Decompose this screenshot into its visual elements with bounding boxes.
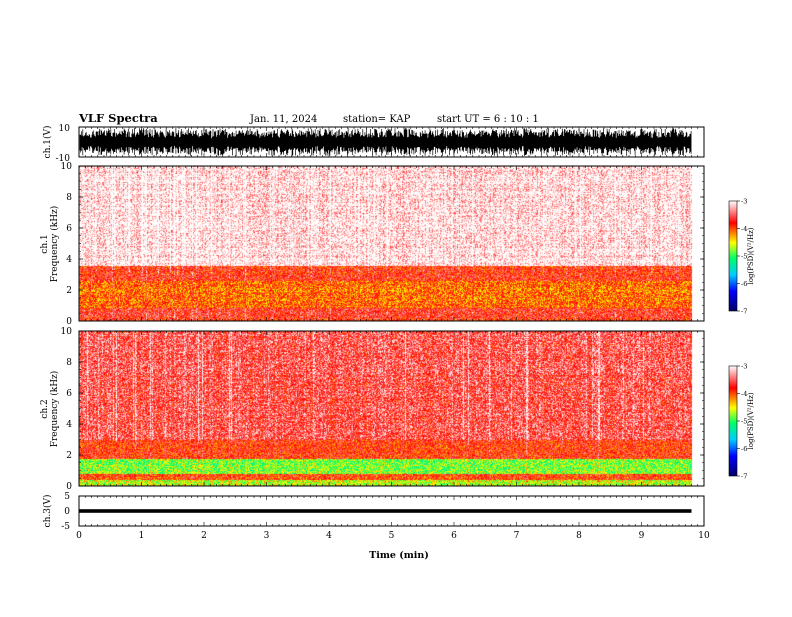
- x-tick-label: 4: [326, 531, 332, 541]
- ch1-spectrogram-image: [79, 166, 704, 321]
- x-tick-label: 1: [139, 531, 145, 541]
- x-tick-label: 3: [264, 531, 270, 541]
- colorbar-tick-label: -4: [741, 225, 747, 233]
- colorbar-tick-label: -6: [741, 280, 747, 288]
- ch1-spectrogram-panel: 0 2 4 6 8 10 ch.1 Frequency (kHz): [40, 162, 705, 327]
- ch2-spectrogram-ytick-label: 8: [66, 358, 72, 368]
- ch2-colorbar-ticks: -3 -4 -5 -6 -7: [737, 363, 747, 481]
- ch1-spectrogram-ytick-label: 2: [66, 286, 72, 296]
- ch3-ytick-label: 0: [64, 507, 70, 517]
- x-tick-label: 8: [576, 531, 582, 541]
- ch3-waveform-ticks: 5 0 -5 0 1 2 3 4 5 6 7 8 9 10: [61, 492, 710, 541]
- ch1-spectrogram-ytick-label: 6: [66, 224, 72, 234]
- ch2-spectrogram-ticks: 0 2 4 6 8 10: [61, 327, 705, 492]
- colorbar-tick-label: -6: [741, 445, 747, 453]
- x-tick-label: 2: [201, 531, 207, 541]
- ch2-spectrogram-ytick-label: 0: [66, 482, 72, 492]
- ch1-spectrogram-ytick-label: 0: [66, 317, 72, 327]
- x-tick-label: 10: [698, 531, 710, 541]
- header-start-time: start UT = 6 : 10 : 1: [437, 114, 539, 125]
- ch2-spectrogram-ytick-label: 10: [61, 327, 73, 337]
- chart-title: VLF Spectra: [78, 111, 158, 125]
- ch1-waveform-ylabel: ch.1(V): [42, 126, 53, 159]
- ch3-waveform-trace: [79, 509, 692, 513]
- ch1-spectrogram-ylabel-channel: ch.1: [40, 234, 50, 253]
- ch1-spectrogram-ytick-label: 4: [66, 255, 72, 265]
- colorbar-tick-label: -3: [741, 198, 747, 206]
- ch1-colorbar: -3 -4 -5 -6 -7 log(PSD)(V²/Hz): [728, 198, 755, 316]
- ch2-spectrogram-ytick-label: 6: [66, 389, 72, 399]
- ch2-spectrogram-ytick-label: 4: [66, 420, 72, 430]
- colorbar-tick-label: -5: [741, 418, 747, 426]
- x-axis-label: Time (min): [369, 550, 429, 561]
- ch1-ytick-top: 10: [59, 124, 71, 134]
- ch1-spectrogram-ticks: 0 2 4 6 8 10: [61, 162, 705, 327]
- x-tick-label: 9: [639, 531, 645, 541]
- x-tick-label: 5: [389, 531, 395, 541]
- ch3-ytick-label: 5: [64, 492, 70, 502]
- ch1-spectrogram-ytick-label: 8: [66, 193, 72, 203]
- header-date: Jan. 11, 2024: [249, 114, 317, 125]
- ch3-waveform-panel: 5 0 -5 0 1 2 3 4 5 6 7 8 9 10 ch.3(V) Time (min): [42, 492, 710, 561]
- ch2-colorbar-scale: [728, 365, 738, 477]
- colorbar-tick-label: -7: [741, 308, 747, 316]
- x-tick-label: 6: [451, 531, 457, 541]
- ch1-colorbar-scale: [728, 200, 738, 312]
- ch2-spectrogram-panel: 0 2 4 6 8 10 ch.2 Frequency (kHz): [40, 327, 705, 492]
- ch2-spectrogram-image: [79, 331, 704, 486]
- ch1-ytick-bottom: -10: [56, 154, 71, 164]
- ch2-colorbar: -3 -4 -5 -6 -7 log(PSD)(V²/Hz): [728, 363, 755, 481]
- x-tick-label: 0: [76, 531, 82, 541]
- colorbar-tick-label: -3: [741, 363, 747, 371]
- ch2-colorbar-label: log(PSD)(V²/Hz): [747, 392, 755, 449]
- ch1-colorbar-label: log(PSD)(V²/Hz): [747, 227, 755, 284]
- header-station: station= KAP: [343, 114, 411, 125]
- ch1-waveform-frame: [78, 126, 705, 158]
- ch2-spectrogram-ylabel-frequency: Frequency (kHz): [49, 371, 60, 448]
- colorbar-tick-label: -5: [741, 253, 747, 261]
- ch1-waveform-panel: 10 -10 ch.1(V): [42, 124, 705, 164]
- colorbar-tick-label: -7: [741, 473, 747, 481]
- ch3-ytick-label: -5: [61, 522, 70, 532]
- ch1-spectrogram-ylabel-frequency: Frequency (kHz): [49, 206, 60, 283]
- ch2-spectrogram-ytick-label: 2: [66, 451, 72, 461]
- ch1-spectrogram-ytick-label: 10: [61, 162, 73, 172]
- ch1-colorbar-ticks: -3 -4 -5 -6 -7: [737, 198, 747, 316]
- x-tick-label: 7: [514, 531, 520, 541]
- ch2-spectrogram-ylabel-channel: ch.2: [40, 399, 50, 418]
- ch1-waveform-line: [79, 128, 692, 156]
- colorbar-tick-label: -4: [741, 390, 747, 398]
- ch3-waveform-ylabel: ch.3(V): [42, 495, 53, 528]
